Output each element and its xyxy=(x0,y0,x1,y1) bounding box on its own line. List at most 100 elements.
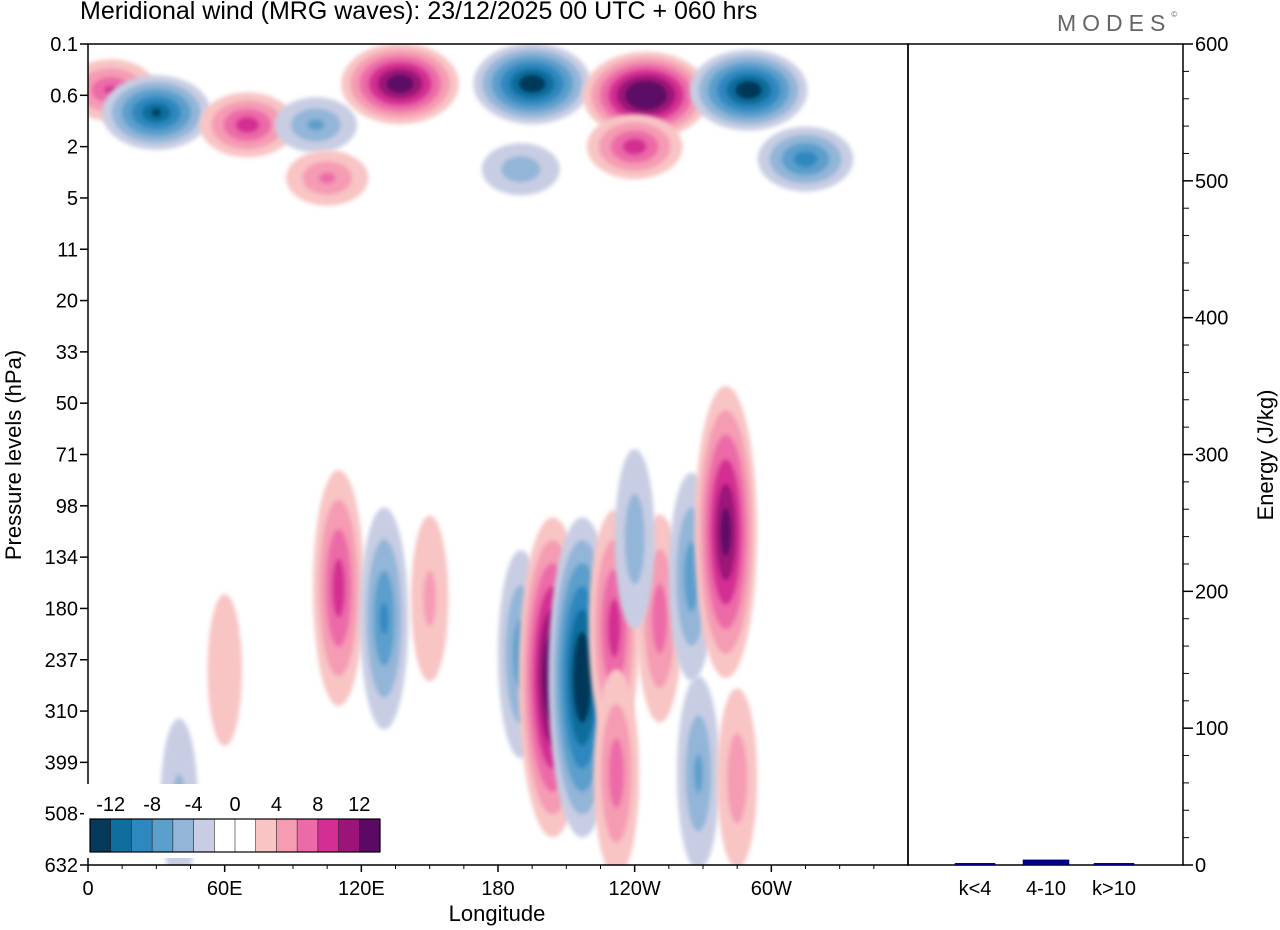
colorbar-swatch xyxy=(276,819,298,852)
colorbar-swatch xyxy=(110,819,132,852)
colorbar-swatch xyxy=(235,819,257,852)
wind-feature-23 xyxy=(717,688,758,865)
colorbar-swatch xyxy=(131,819,153,852)
y-tick-label: 20 xyxy=(56,291,78,313)
wind-feature-24 xyxy=(694,386,757,678)
wind-feature-12 xyxy=(313,470,365,706)
energy-category-label: k<4 xyxy=(959,878,992,900)
wind-contour xyxy=(793,151,818,168)
y-tick-label: 180 xyxy=(45,598,78,620)
wind-contour xyxy=(380,602,389,635)
wind-contour xyxy=(624,494,645,584)
wind-contour xyxy=(423,570,436,627)
colorbar-label: -8 xyxy=(143,794,161,816)
modes-logo-text: MODES xyxy=(1057,10,1172,36)
wind-contour xyxy=(720,507,731,557)
wind-feature-1 xyxy=(101,75,211,150)
energy-category-label: 4-10 xyxy=(1026,878,1066,900)
wind-feature-7 xyxy=(689,49,808,131)
y-tick-label: 508 xyxy=(45,804,78,826)
colorbar-swatch xyxy=(90,819,112,852)
y-tick-label: 399 xyxy=(45,752,78,774)
y-tick-label: 0.1 xyxy=(50,34,78,56)
copyright-icon: © xyxy=(1171,10,1178,19)
wind-contour xyxy=(622,138,647,155)
colorbar-swatch xyxy=(172,819,195,852)
energy-tick-label: 400 xyxy=(1195,308,1228,330)
x-axis: 0 60E 120E 180 120W 60W xyxy=(82,865,875,900)
wind-feature-25 xyxy=(614,449,655,629)
colorbar-frame xyxy=(89,818,381,853)
wind-contour xyxy=(608,738,625,808)
y-tick-label: 11 xyxy=(57,239,78,261)
colorbar-swatch xyxy=(317,819,340,852)
wind-contour xyxy=(332,558,345,618)
y-tick-label: 632 xyxy=(45,855,78,877)
x-tick-label: 120W xyxy=(609,878,661,900)
colorbar-label: 0 xyxy=(229,794,240,816)
colorbar-label: 4 xyxy=(271,794,282,816)
wind-contour xyxy=(151,108,162,117)
wind-contour xyxy=(694,753,703,793)
wind-feature-4 xyxy=(341,44,459,125)
wind-contour xyxy=(395,79,405,88)
wind-contour xyxy=(652,583,668,654)
colorbar-swatch xyxy=(297,819,319,852)
wind-feature-8 xyxy=(586,114,683,179)
wind-contour xyxy=(207,594,242,746)
wind-feature-3 xyxy=(274,97,357,153)
modes-logo: MODES© xyxy=(1057,10,1177,37)
x-tick-label: 120E xyxy=(338,878,385,900)
y-tick-label: 237 xyxy=(45,650,78,672)
wind-contour xyxy=(744,86,754,95)
colorbar-swatch xyxy=(152,819,174,852)
energy-axis: 0 100 200 300 400 500 600 xyxy=(1183,34,1228,877)
colorbar: -12 -8 -4 0 4 8 12 xyxy=(84,784,386,858)
x-tick-label: 60E xyxy=(207,878,243,900)
wind-feature-11 xyxy=(481,143,560,196)
x-tick-label: 60W xyxy=(751,878,792,900)
wind-contour xyxy=(633,86,659,105)
wind-feature-10 xyxy=(286,150,369,206)
energy-tick-label: 100 xyxy=(1195,718,1228,740)
y-axis: 0.1 0.6 2 5 11 20 33 50 71 98 134 180 237 310 399 508 63… xyxy=(45,34,88,877)
wind-feature-2 xyxy=(199,92,296,158)
y-tick-label: 98 xyxy=(56,496,78,518)
colorbar-swatch xyxy=(255,819,277,852)
wind-contour xyxy=(501,156,541,183)
wind-contour xyxy=(527,79,537,88)
y-tick-label: 33 xyxy=(56,342,78,364)
wind-feature-6 xyxy=(582,51,710,139)
energy-bar xyxy=(1093,863,1135,866)
wind-contour xyxy=(235,116,260,133)
energy-frame xyxy=(907,43,1184,866)
y-axis-title: Pressure levels (hPa) xyxy=(1,350,26,560)
wind-contour xyxy=(319,172,336,184)
wind-contour xyxy=(607,598,621,658)
wind-feature-9 xyxy=(757,126,854,192)
x-tick-label: 0 xyxy=(82,878,93,900)
wind-feature-27 xyxy=(207,594,242,746)
energy-bars: k<4 4-10 k>10 xyxy=(954,859,1136,900)
colorbar-swatch xyxy=(214,819,236,852)
wind-contour xyxy=(307,119,324,131)
y-tick-label: 310 xyxy=(45,701,78,723)
y-tick-label: 5 xyxy=(67,188,78,210)
colorbar-label: 12 xyxy=(348,794,370,816)
heatmap-field xyxy=(88,44,854,865)
energy-bar xyxy=(1022,859,1070,866)
energy-axis-title: Energy (J/kg) xyxy=(1253,390,1278,521)
wind-contour xyxy=(577,654,588,701)
wind-feature-13 xyxy=(359,507,409,730)
wind-feature-14 xyxy=(411,515,449,682)
energy-bar xyxy=(954,863,996,866)
wind-contour xyxy=(727,733,748,824)
colorbar-label: 8 xyxy=(312,794,323,816)
energy-tick-label: 500 xyxy=(1195,171,1228,193)
y-tick-label: 71 xyxy=(56,445,78,467)
colorbar-label: -12 xyxy=(96,794,125,816)
energy-tick-label: 300 xyxy=(1195,445,1228,467)
colorbar-swatch xyxy=(193,819,215,852)
energy-tick-label: 600 xyxy=(1195,34,1228,56)
energy-tick-label: 200 xyxy=(1195,581,1228,603)
